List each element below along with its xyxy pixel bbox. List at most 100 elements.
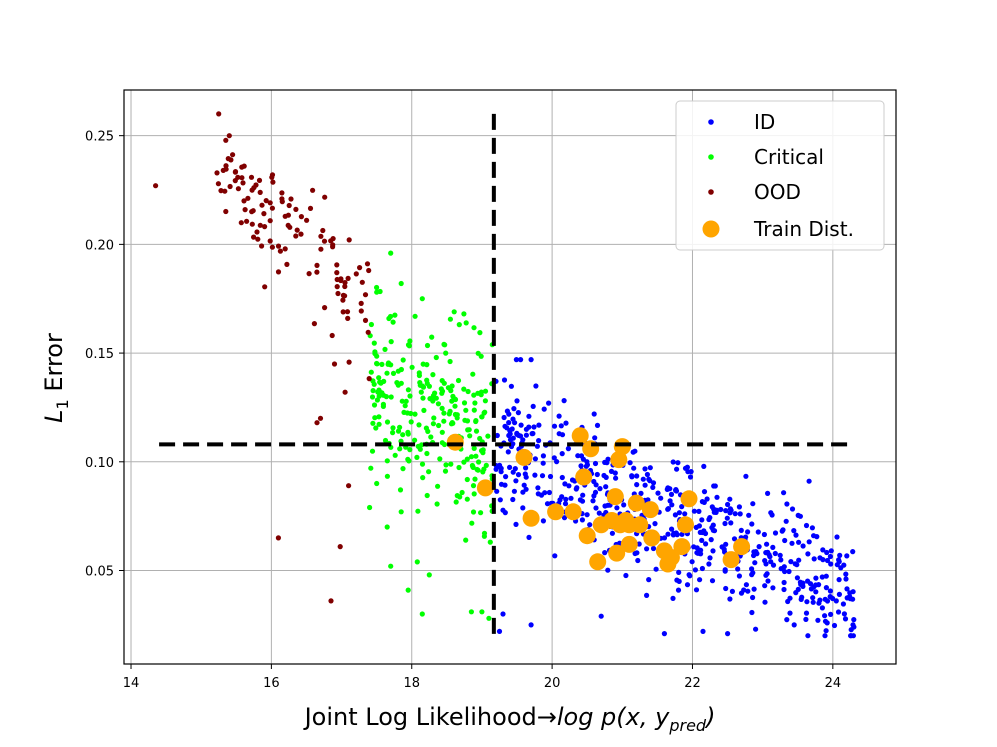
data-point (590, 498, 596, 504)
data-point (304, 217, 310, 223)
data-point (673, 530, 679, 536)
x-tick-label: 16 (263, 676, 280, 691)
data-point (796, 539, 802, 545)
data-point (456, 464, 462, 471)
data-point (650, 484, 656, 490)
data-point (579, 517, 586, 523)
data-point (502, 509, 508, 516)
data-point (756, 544, 762, 550)
data-point (840, 601, 847, 607)
data-point (470, 371, 476, 377)
data-point (412, 313, 418, 319)
data-point (523, 465, 529, 471)
data-point (257, 222, 263, 228)
data-point (372, 415, 378, 421)
data-point (522, 509, 540, 527)
data-point (424, 492, 430, 499)
data-point (368, 321, 374, 328)
data-point (724, 515, 730, 521)
data-point (275, 243, 282, 249)
legend-marker-id (708, 119, 714, 125)
data-point (684, 582, 691, 588)
data-point (232, 169, 238, 175)
data-point (406, 458, 412, 464)
data-point (306, 271, 312, 277)
x-tick-label: 20 (544, 676, 561, 691)
data-point (793, 532, 799, 538)
data-point (345, 315, 351, 321)
data-point (506, 432, 512, 439)
data-point (677, 516, 694, 534)
data-point (415, 508, 421, 514)
data-point (729, 588, 736, 595)
data-point (263, 198, 269, 204)
data-point (608, 468, 615, 474)
data-point (722, 520, 728, 527)
data-point (587, 522, 593, 528)
data-point (526, 413, 532, 419)
data-point (429, 334, 435, 340)
data-point (463, 537, 469, 543)
data-point (314, 269, 320, 275)
data-point (387, 313, 394, 320)
data-point (593, 505, 599, 511)
data-point (294, 227, 300, 233)
data-point (592, 435, 598, 441)
data-point (461, 459, 467, 465)
data-point (834, 562, 840, 568)
data-point (513, 521, 519, 528)
data-point (805, 633, 811, 639)
data-point (669, 502, 675, 508)
data-point (328, 598, 334, 604)
data-point (474, 466, 480, 473)
data-point (662, 549, 680, 566)
y-tick-label: 0.15 (85, 347, 114, 362)
data-point (467, 433, 473, 439)
data-point (335, 290, 341, 297)
data-point (469, 520, 475, 526)
data-point (787, 610, 793, 616)
data-point (786, 568, 792, 575)
data-point (703, 541, 709, 547)
data-point (564, 503, 582, 521)
data-point (837, 552, 843, 559)
data-point (750, 594, 756, 601)
data-point (822, 633, 828, 639)
data-point (420, 395, 426, 401)
data-point (738, 590, 745, 596)
data-point (433, 395, 439, 401)
data-point (561, 515, 568, 521)
data-point (661, 535, 668, 541)
data-point (441, 418, 447, 424)
data-point (787, 595, 793, 601)
data-point (412, 437, 418, 443)
data-point (310, 187, 316, 193)
data-point (476, 459, 482, 465)
data-point (824, 620, 830, 626)
data-point (638, 490, 644, 496)
data-point (540, 453, 547, 459)
data-point (699, 517, 705, 523)
data-point (850, 596, 856, 602)
data-point (546, 489, 553, 496)
data-point (374, 397, 380, 403)
data-point (827, 594, 833, 600)
series-id (493, 357, 857, 639)
y-axis-title-sub: 1 (53, 399, 72, 409)
data-point (259, 243, 265, 249)
data-point (397, 487, 404, 493)
data-point (598, 613, 604, 619)
data-point (589, 553, 607, 571)
data-point (382, 346, 388, 352)
data-point (704, 496, 710, 502)
data-point (591, 478, 597, 485)
data-point (376, 414, 382, 420)
x-tick-label: 24 (825, 676, 842, 691)
data-point (424, 342, 431, 349)
data-point (376, 393, 382, 399)
data-point (841, 562, 847, 568)
data-point (644, 592, 650, 599)
data-point (844, 586, 850, 592)
data-point (473, 418, 479, 424)
data-point (510, 416, 516, 422)
